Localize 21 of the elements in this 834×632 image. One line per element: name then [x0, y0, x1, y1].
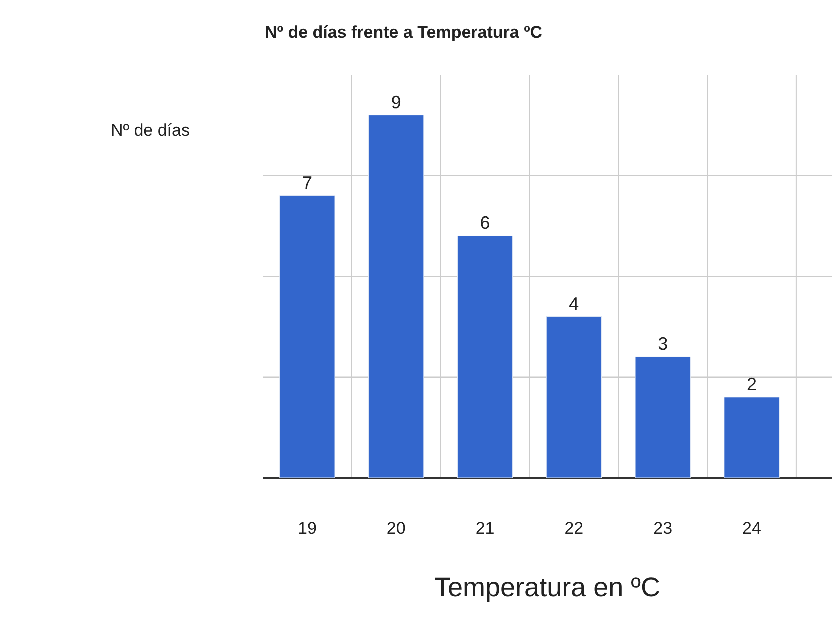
- bar: [368, 115, 424, 478]
- x-tick-label: 23: [654, 519, 673, 538]
- bar: [635, 356, 691, 478]
- data-label: 6: [480, 213, 490, 234]
- data-label: 3: [658, 334, 668, 354]
- x-tick-label: 22: [564, 519, 584, 538]
- chart-title: Nº de días frente a Temperatura ºC: [265, 22, 543, 42]
- bar: [724, 397, 780, 478]
- x-axis-title: Temperatura en ºC: [434, 572, 660, 602]
- x-tick-label: 21: [476, 519, 495, 538]
- data-label: 2: [746, 374, 757, 394]
- bar: [457, 236, 514, 478]
- data-label: 4: [569, 294, 580, 314]
- bar: [280, 196, 336, 478]
- bar: [546, 316, 602, 478]
- x-tick-label: 20: [386, 519, 406, 538]
- x-tick-label: 24: [742, 519, 762, 538]
- x-tick-label: 19: [298, 519, 317, 538]
- data-label: 7: [302, 172, 312, 193]
- y-axis-title: Nº de días: [111, 121, 190, 140]
- data-label: 9: [391, 92, 402, 112]
